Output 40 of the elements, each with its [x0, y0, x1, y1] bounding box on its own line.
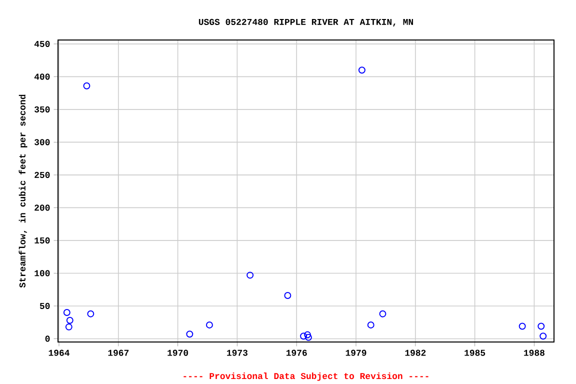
chart-title: USGS 05227480 RIPPLE RIVER AT AITKIN, MN	[198, 18, 413, 27]
y-tick-label: 300	[34, 139, 50, 146]
y-tick-label: 350	[34, 106, 50, 112]
point	[304, 331, 311, 338]
x-tick-label: 1985	[464, 350, 486, 356]
y-axis-title: Streamflow, in cubic feet per second	[18, 94, 28, 288]
point	[87, 310, 94, 318]
point	[65, 323, 72, 330]
point	[284, 292, 292, 299]
x-tick-label: 1967	[108, 350, 129, 356]
point	[186, 330, 194, 338]
y-tick-label: 450	[34, 40, 50, 47]
x-tick-label: 1988	[524, 350, 544, 356]
y-tick-label: 100	[34, 270, 50, 276]
point	[518, 322, 526, 330]
y-tick-label: 200	[34, 204, 50, 211]
point	[367, 321, 374, 328]
point	[300, 332, 308, 340]
y-tick-label: 0	[45, 336, 50, 342]
point	[304, 334, 312, 341]
point	[206, 321, 213, 328]
text: ---- Provisional Data Subject to Revision ----	[184, 372, 428, 381]
x-tick-label: 1976	[286, 350, 307, 356]
x-tick-label: 1979	[346, 350, 366, 356]
point	[379, 310, 386, 318]
point	[63, 309, 70, 316]
point	[540, 332, 547, 340]
point	[66, 316, 74, 324]
point	[358, 66, 366, 74]
point	[83, 82, 90, 90]
point	[538, 322, 545, 330]
x-tick-label: 1982	[405, 350, 426, 356]
x-tick-label: 1973	[227, 350, 248, 356]
x-tick-label: 1964	[48, 350, 70, 356]
y-tick-label: 400	[34, 74, 50, 80]
x-tick-label: 1970	[168, 350, 188, 356]
y-tick-label: 150	[34, 237, 50, 244]
point	[246, 272, 254, 279]
y-tick-label: 250	[34, 172, 50, 178]
y-tick-label: 50	[40, 302, 50, 310]
